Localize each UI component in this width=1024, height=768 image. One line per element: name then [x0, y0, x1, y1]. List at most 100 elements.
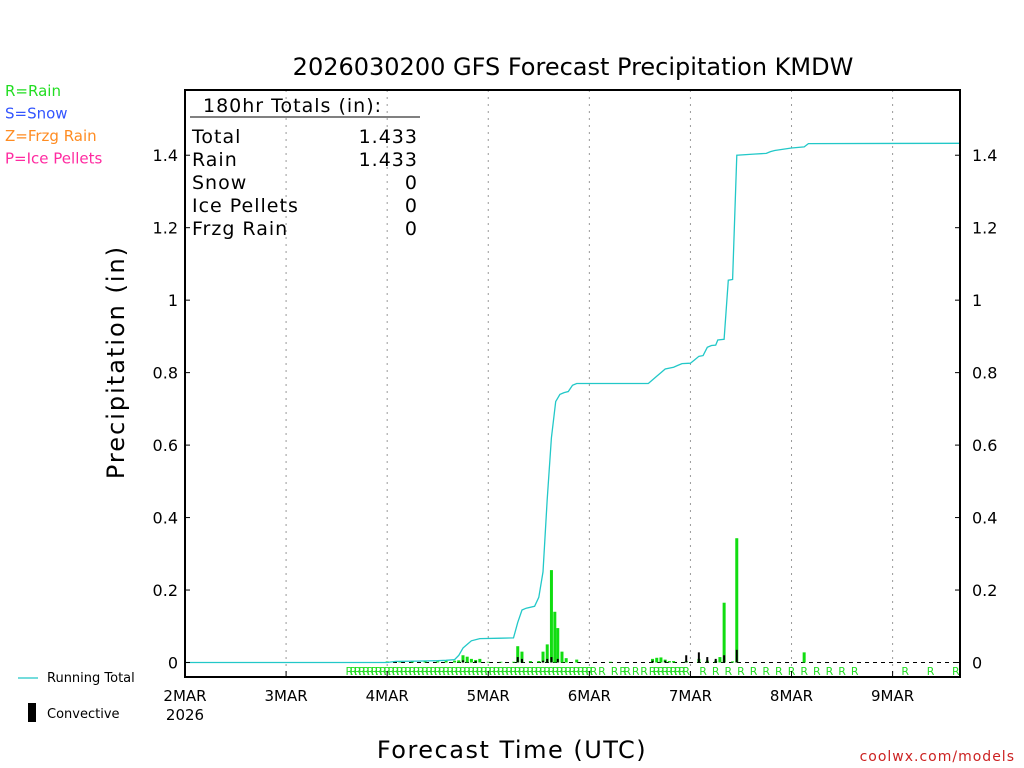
y-tick-label-right: 1: [972, 291, 982, 310]
convective-bar: [542, 660, 545, 663]
precip-type-marker: R: [527, 665, 535, 678]
precip-type-marker: R: [678, 665, 686, 678]
precip-type-marker: R: [392, 665, 400, 678]
convective-bar: [685, 655, 688, 663]
precip-type-legend-item: R=Rain: [5, 82, 61, 100]
precip-type-marker: R: [952, 665, 960, 678]
precip-type-marker: R: [531, 665, 539, 678]
totals-row-value: 0: [405, 172, 418, 194]
y-tick-label-right: 0.4: [972, 509, 997, 528]
precip-type-marker: R: [560, 665, 568, 678]
precip-type-marker: R: [510, 665, 518, 678]
precip-type-marker: R: [447, 665, 455, 678]
precip-bar: [667, 661, 671, 663]
precip-type-marker: R: [657, 665, 665, 678]
precip-type-marker: R: [421, 665, 429, 678]
precip-bar: [575, 659, 579, 663]
y-tick-label-left: 0.4: [153, 509, 178, 528]
y-tick-label-right: 0.8: [972, 364, 997, 383]
chart-title: 2026030200 GFS Forecast Precipitation KM…: [293, 53, 854, 81]
y-axis: 0 00.2 0.20.4 0.40.6 0.60.8 0.81 11.2 1.21.4 1.4: [153, 146, 998, 672]
precip-bar: [461, 655, 465, 663]
precip-type-marker: R: [539, 665, 547, 678]
y-tick-label-right: 0: [972, 654, 982, 673]
precip-type-marker: R: [653, 665, 661, 678]
precip-type-marker: R: [472, 665, 480, 678]
precip-bar: [722, 602, 726, 663]
grid-lines: [185, 90, 960, 677]
precip-type-marker: R: [548, 665, 556, 678]
precip-type-marker: R: [459, 665, 467, 678]
precip-type-marker: R: [413, 665, 421, 678]
precip-type-marker: R: [535, 665, 543, 678]
precip-type-marker: R: [619, 665, 627, 678]
precip-type-marker: R: [345, 665, 353, 678]
precip-type-marker: R: [505, 665, 513, 678]
totals-row-value: 0: [405, 195, 418, 217]
precip-type-marker: R: [577, 665, 585, 678]
precip-type-marker: R: [543, 665, 551, 678]
convective-bar: [550, 657, 553, 663]
precip-bar: [541, 651, 545, 663]
convective-bar: [714, 658, 717, 663]
y-tick-label-right: 0.2: [972, 581, 997, 600]
precip-type-marker: R: [514, 665, 522, 678]
precip-type-marker: R: [556, 665, 564, 678]
y-tick-label-left: 1.2: [153, 219, 178, 238]
precip-bar: [718, 657, 722, 663]
precip-bar: [444, 661, 448, 663]
precip-type-marker: R: [354, 665, 362, 678]
precip-bar: [516, 646, 520, 663]
precip-type-marker: R: [590, 665, 598, 678]
totals-row-value: 0: [405, 218, 418, 240]
precip-type-marker: R: [901, 665, 909, 678]
x-tick-label: 6MAR: [568, 687, 611, 705]
precip-bar: [486, 661, 490, 663]
precip-type-marker: R: [666, 665, 674, 678]
totals-row-value: 1.433: [359, 149, 418, 171]
precip-type-marker: R: [813, 665, 821, 678]
precip-type-marker: R: [649, 665, 657, 678]
precip-type-marker: R: [493, 665, 501, 678]
y-tick-label-left: 1.4: [153, 146, 178, 165]
precip-type-marker: R: [442, 665, 450, 678]
precip-bar: [512, 661, 516, 663]
totals-row-label: Ice Pellets: [192, 195, 299, 217]
precip-type-marker: R: [611, 665, 619, 678]
precip-type-marker: R: [670, 665, 678, 678]
precip-bar: [608, 661, 612, 663]
precip-type-marker: R: [775, 665, 783, 678]
precip-type-marker: R: [400, 665, 408, 678]
precip-type-marker: R: [417, 665, 425, 678]
y-tick-label-right: 1.4: [972, 146, 997, 165]
precip-type-marker: R: [396, 665, 404, 678]
precip-type-marker: R: [569, 665, 577, 678]
precip-type-marker: R: [375, 665, 383, 678]
precip-type-marker: R: [476, 665, 484, 678]
precip-type-marker: R: [661, 665, 669, 678]
precip-type-marker: R: [927, 665, 935, 678]
watermark: coolwx.com/models: [860, 749, 1015, 765]
precip-type-legend-item: P=Ice Pellets: [5, 150, 102, 168]
totals-header: 180hr Totals (in):: [203, 95, 382, 117]
precip-type-marker: R: [851, 665, 859, 678]
x-tick-label: 9MAR: [871, 687, 914, 705]
precip-type-marker: R: [409, 665, 417, 678]
convective-legend-swatch: [28, 703, 36, 722]
precip-type-marker: R: [598, 665, 606, 678]
x-axis-label: Forecast Time (UTC): [377, 736, 647, 764]
running-total-legend: Running Total: [18, 671, 135, 686]
totals-row-label: Rain: [192, 149, 238, 171]
precip-bar: [520, 651, 524, 663]
precip-bar: [528, 661, 532, 663]
precip-type-marker: R: [463, 665, 471, 678]
precip-bar: [564, 658, 568, 663]
precip-bar: [469, 658, 473, 663]
precip-type-marker: R: [358, 665, 366, 678]
precip-type-marker: R: [838, 665, 846, 678]
precip-type-marker: R: [425, 665, 433, 678]
precip-bar: [453, 660, 457, 663]
precip-bar: [478, 658, 482, 663]
